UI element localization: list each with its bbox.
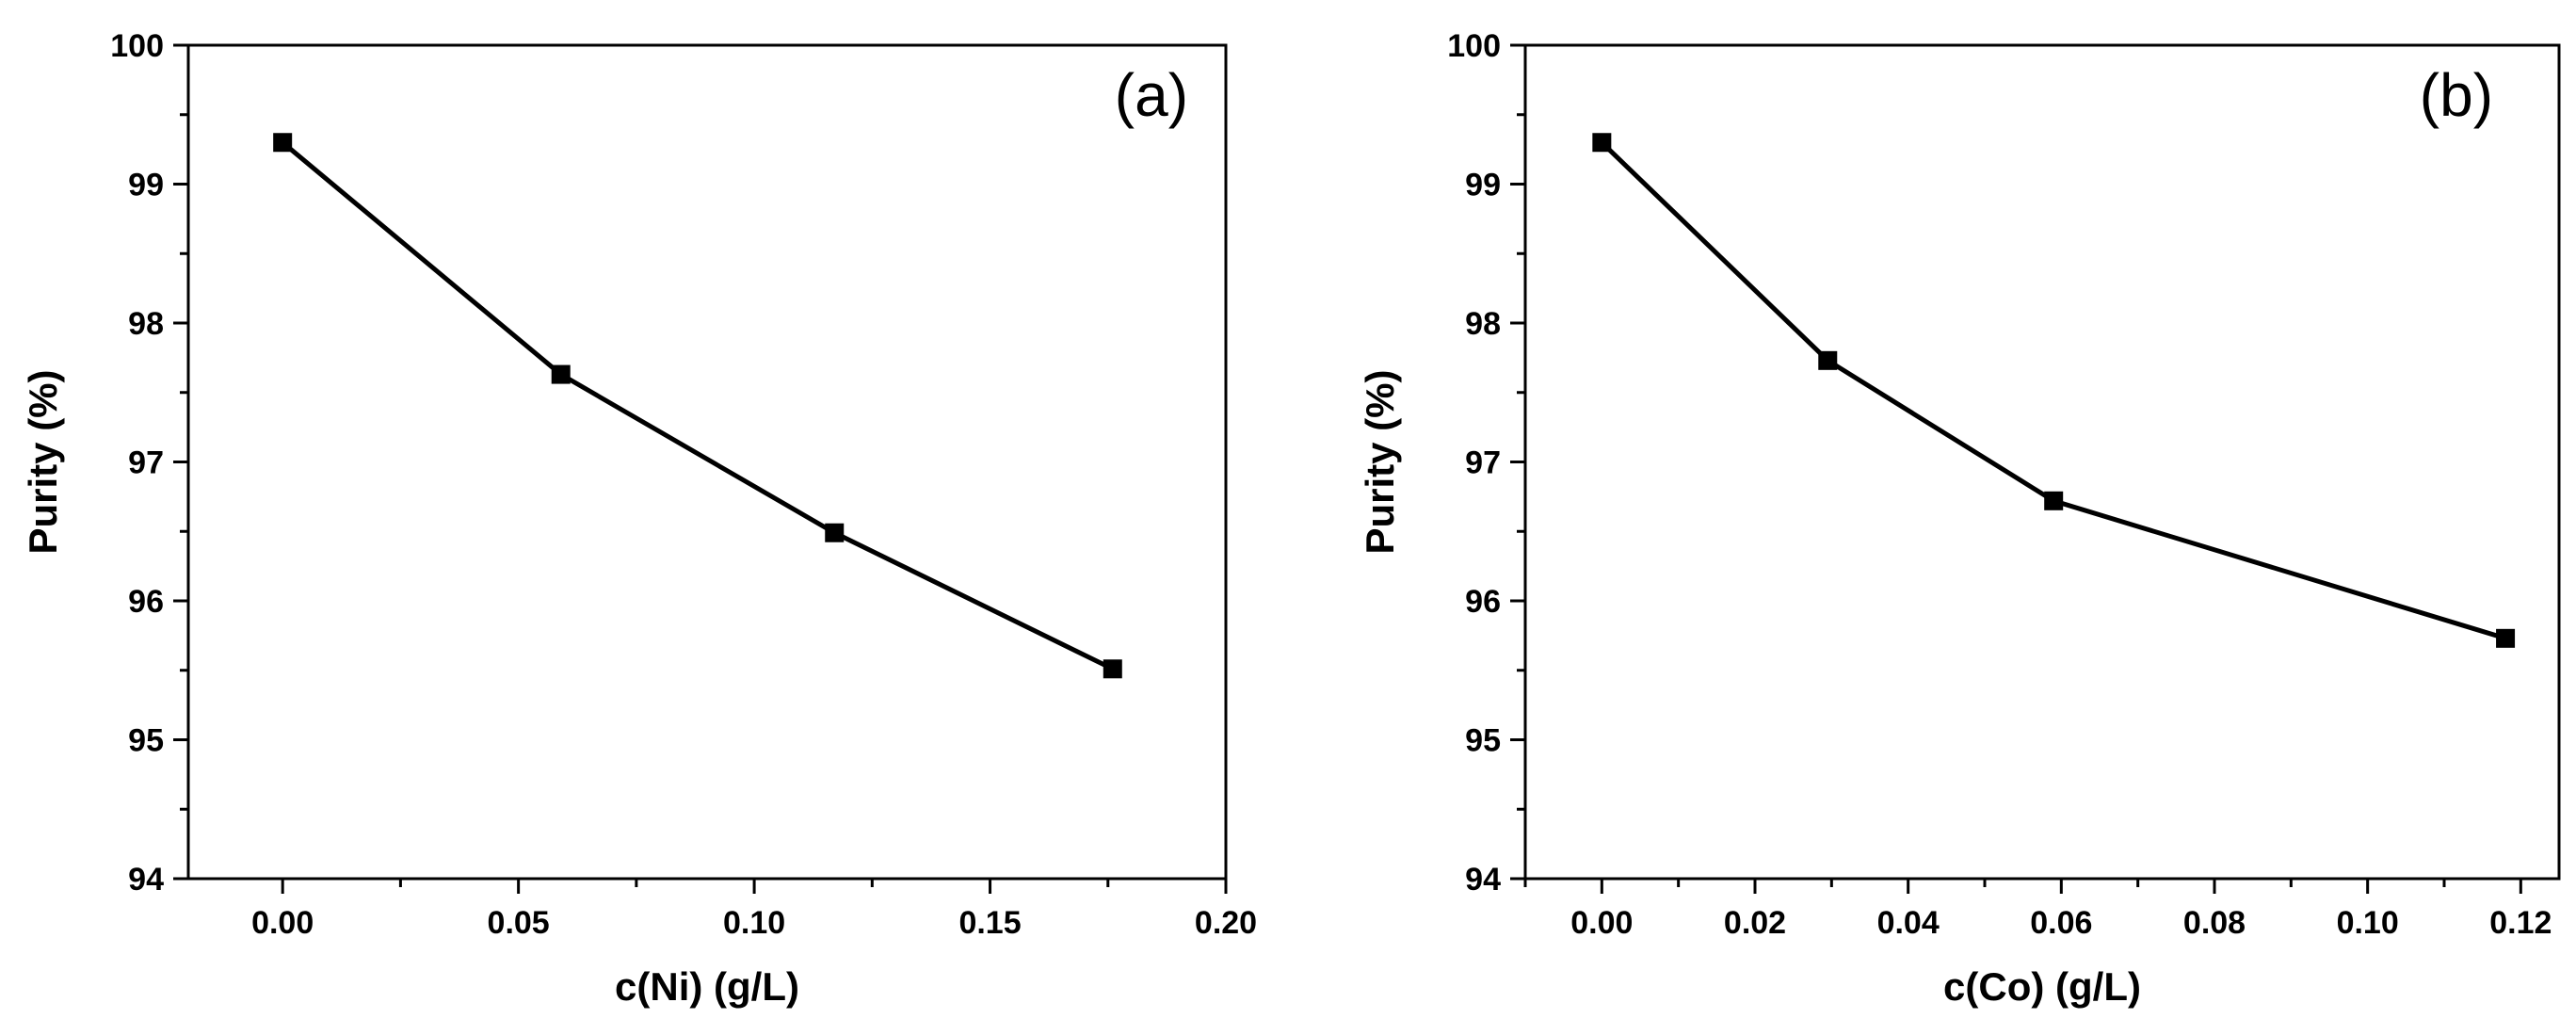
y-tick-label: 96 <box>1465 584 1501 620</box>
chart-panel-b: 94 95 96 97 98 99 100 0.00 0.02 0.04 0.06 0.08 0.10… <box>1358 28 2561 1009</box>
data-point-marker <box>551 364 571 384</box>
y-tick-label: 94 <box>128 862 164 898</box>
data-point-marker <box>273 133 293 153</box>
data-point-marker <box>1818 350 1838 370</box>
y-tick-label: 99 <box>1465 168 1501 203</box>
x-tick-label: 0.15 <box>958 905 1021 941</box>
y-tick-label: 100 <box>1447 28 1501 64</box>
series-line <box>1600 140 2506 641</box>
y-tick-label: 99 <box>128 168 164 203</box>
y-axis-title: Purity (%) <box>1358 369 1402 554</box>
y-tick-label: 96 <box>128 584 164 620</box>
x-tick-label: 0.06 <box>2030 905 2092 941</box>
y-tick-label: 98 <box>1465 306 1501 342</box>
data-point-marker <box>2044 491 2064 510</box>
x-axis-ticks: 0.00 0.05 0.10 0.15 0.20 <box>251 879 1257 941</box>
x-axis-title: c(Ni) (g/L) <box>615 964 799 1009</box>
y-axis-ticks: 94 95 96 97 98 99 100 <box>110 28 188 898</box>
x-tick-label: 0.10 <box>2337 905 2399 941</box>
x-tick-label: 0.20 <box>1195 905 1257 941</box>
data-point-marker <box>1592 133 1612 153</box>
chart-panel-a: 94 95 96 97 98 99 100 0.00 0.05 0.10 0.15 0.20 (a)… <box>21 28 1257 1009</box>
x-tick-label: 0.00 <box>251 905 314 941</box>
y-tick-label: 97 <box>1465 445 1501 481</box>
x-tick-label: 0.10 <box>723 905 785 941</box>
x-tick-label: 0.02 <box>1724 905 1786 941</box>
y-tick-label: 95 <box>1465 723 1501 759</box>
y-tick-label: 100 <box>110 28 164 64</box>
x-tick-label: 0.00 <box>1570 905 1633 941</box>
y-tick-label: 97 <box>128 445 164 481</box>
x-axis-title: c(Co) (g/L) <box>1943 964 2141 1009</box>
x-tick-label: 0.04 <box>1877 905 1940 941</box>
y-tick-label: 95 <box>128 723 164 759</box>
y-tick-label: 94 <box>1465 862 1501 898</box>
data-point-marker <box>1103 659 1122 679</box>
series-group <box>1592 133 2516 648</box>
x-axis-ticks: 0.00 0.02 0.04 0.06 0.08 0.10 0.12 <box>1523 879 2552 941</box>
panel-label: (b) <box>2420 61 2493 129</box>
panel-label: (a) <box>1115 61 1188 129</box>
x-tick-label: 0.12 <box>2489 905 2552 941</box>
y-axis-title: Purity (%) <box>21 369 65 554</box>
data-point-marker <box>825 523 845 542</box>
y-tick-label: 98 <box>128 306 164 342</box>
data-point-marker <box>2496 628 2516 648</box>
series-group <box>273 133 1122 679</box>
x-tick-label: 0.08 <box>2183 905 2246 941</box>
y-axis-ticks: 94 95 96 97 98 99 100 <box>1447 28 1525 898</box>
x-tick-label: 0.05 <box>488 905 550 941</box>
series-line <box>281 140 1114 671</box>
